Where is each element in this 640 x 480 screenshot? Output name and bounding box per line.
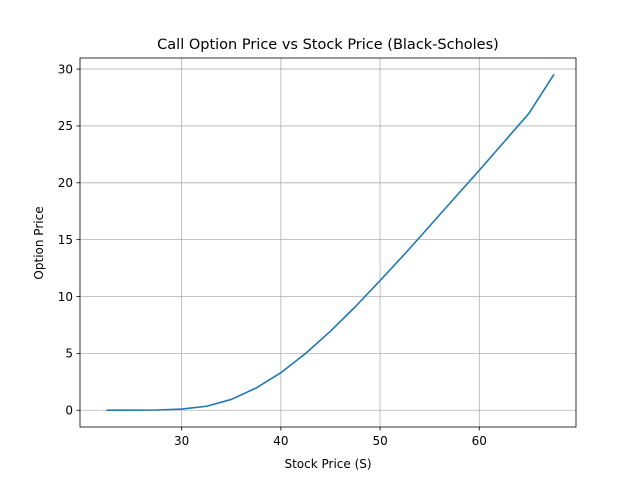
chart-title: Call Option Price vs Stock Price (Black-…	[157, 37, 499, 53]
plot-frame	[79, 57, 577, 428]
y-tick-label: 5	[65, 347, 73, 361]
y-tick-label: 10	[58, 290, 73, 304]
x-tick-label: 40	[273, 434, 288, 448]
y-tick-label: 30	[58, 62, 73, 76]
y-tick-label: 0	[65, 404, 73, 418]
x-axis-label: Stock Price (S)	[284, 457, 371, 471]
gridlines	[80, 58, 576, 427]
series-line	[106, 73, 555, 412]
y-tick-label: 25	[58, 119, 73, 133]
ticks: 30 40 50 60 0 5 10 15 20 25 30	[58, 62, 487, 448]
y-tick-label: 15	[58, 233, 73, 247]
y-axis-label: Option Price	[32, 206, 46, 279]
y-tick-label: 20	[58, 176, 73, 190]
x-tick-label: 30	[174, 434, 189, 448]
x-tick-label: 50	[372, 434, 387, 448]
series-layer	[106, 73, 555, 412]
x-tick-label: 60	[472, 434, 487, 448]
